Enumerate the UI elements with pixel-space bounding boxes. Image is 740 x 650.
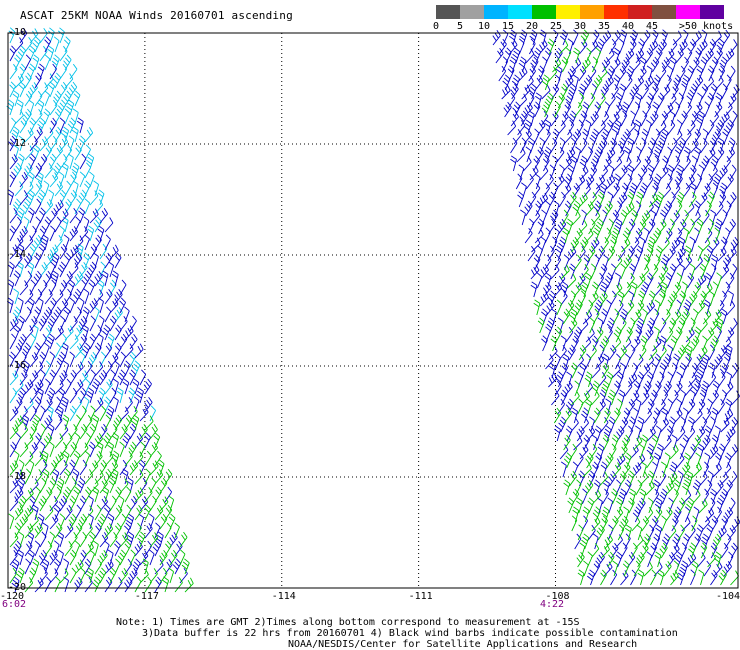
time-label-right: 4:22	[540, 599, 565, 610]
note-line-2: 3)Data buffer is 22 hrs from 20160701 4)…	[142, 628, 678, 639]
legend-label: 35	[597, 21, 611, 32]
lat-label: -14	[8, 249, 27, 260]
map-frame	[7, 32, 739, 589]
legend-swatch	[484, 5, 508, 19]
legend-swatch	[628, 5, 652, 19]
wind-barb-group	[6, 27, 740, 593]
wind-barb-group	[8, 29, 739, 593]
legend-label: 5	[456, 21, 464, 32]
note-line-1: Note: 1) Times are GMT 2)Times along bot…	[116, 617, 580, 628]
legend-swatch	[532, 5, 556, 19]
legend-label: 40	[621, 21, 635, 32]
legend-swatch	[580, 5, 604, 19]
legend-label: 25	[549, 21, 563, 32]
legend-swatch	[676, 5, 700, 19]
legend-label: 30	[573, 21, 587, 32]
lat-label: -18	[8, 471, 27, 482]
legend-swatch	[556, 5, 580, 19]
lon-label: -108	[545, 591, 570, 602]
legend-label: >50 knots	[678, 21, 734, 32]
wind-speed-legend: 0 5 10 15 20 25 30 35 40 45 >50 knots	[432, 5, 733, 33]
time-label-left: 6:02	[2, 599, 27, 610]
lat-label: -12	[8, 138, 27, 149]
lon-label: -104	[716, 591, 740, 602]
lon-label: -114	[271, 591, 296, 602]
legend-swatch	[460, 5, 484, 19]
lat-label: -10	[8, 27, 27, 38]
legend-swatch	[700, 5, 724, 19]
legend-swatch	[652, 5, 676, 19]
wind-barb-group	[6, 27, 156, 422]
legend-label: 20	[525, 21, 539, 32]
legend-label: 10	[477, 21, 491, 32]
wind-barbs	[6, 27, 740, 593]
note-line-3: NOAA/NESDIS/Center for Satellite Applica…	[288, 639, 638, 650]
map-title: ASCAT 25KM NOAA Winds 20160701 ascending	[20, 9, 293, 22]
legend-label: 15	[501, 21, 515, 32]
lat-label: -20	[8, 582, 27, 593]
legend-label: 0	[432, 21, 440, 32]
lon-label: -117	[134, 591, 159, 602]
lon-label: -111	[408, 591, 433, 602]
legend-swatch	[604, 5, 628, 19]
legend-swatch	[436, 5, 460, 19]
legend-label: 45	[645, 21, 659, 32]
lat-label: -16	[8, 360, 27, 371]
lon-label: -120	[0, 591, 25, 602]
legend-swatch	[508, 5, 532, 19]
